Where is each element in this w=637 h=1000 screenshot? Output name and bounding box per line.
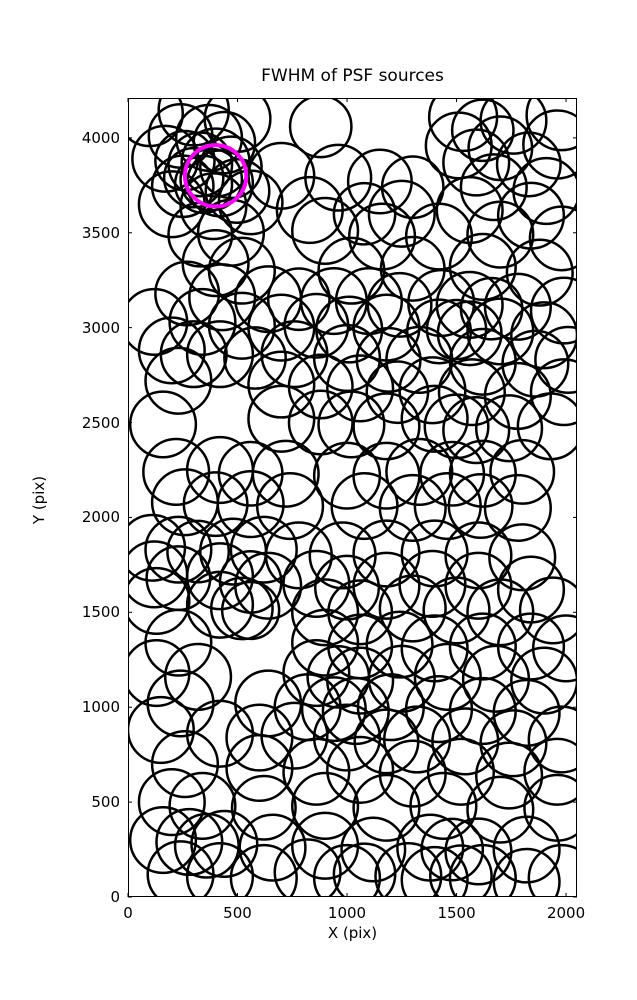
y-tick-label: 3000 (81, 318, 120, 337)
x-axis-label: X (pix) (327, 924, 378, 942)
y-tick-label: 1000 (81, 698, 120, 717)
y-tick-label: 500 (91, 793, 120, 812)
y-tick-label: 2500 (81, 413, 120, 432)
x-tick-label: 2000 (546, 904, 586, 922)
page-title: FWHM of PSF sources (261, 66, 444, 86)
selected-source-circle (182, 143, 249, 209)
y-tick-label: 2000 (81, 508, 120, 527)
x-tick-label: 500 (223, 904, 252, 922)
x-tick-label: 1000 (327, 904, 367, 922)
y-tick-label: 4000 (81, 128, 120, 147)
x-tick-label: 1500 (437, 904, 476, 922)
x-tick-label: 0 (123, 904, 133, 922)
psf-source-circles (128, 98, 577, 897)
y-tick-label: 3500 (81, 223, 120, 242)
axes-frame (128, 98, 577, 897)
y-tick-label: 0 (110, 888, 120, 906)
y-tick-label: 1500 (81, 603, 120, 622)
axis-ticks (127, 98, 577, 898)
y-axis-label: Y (pix) (30, 475, 48, 525)
